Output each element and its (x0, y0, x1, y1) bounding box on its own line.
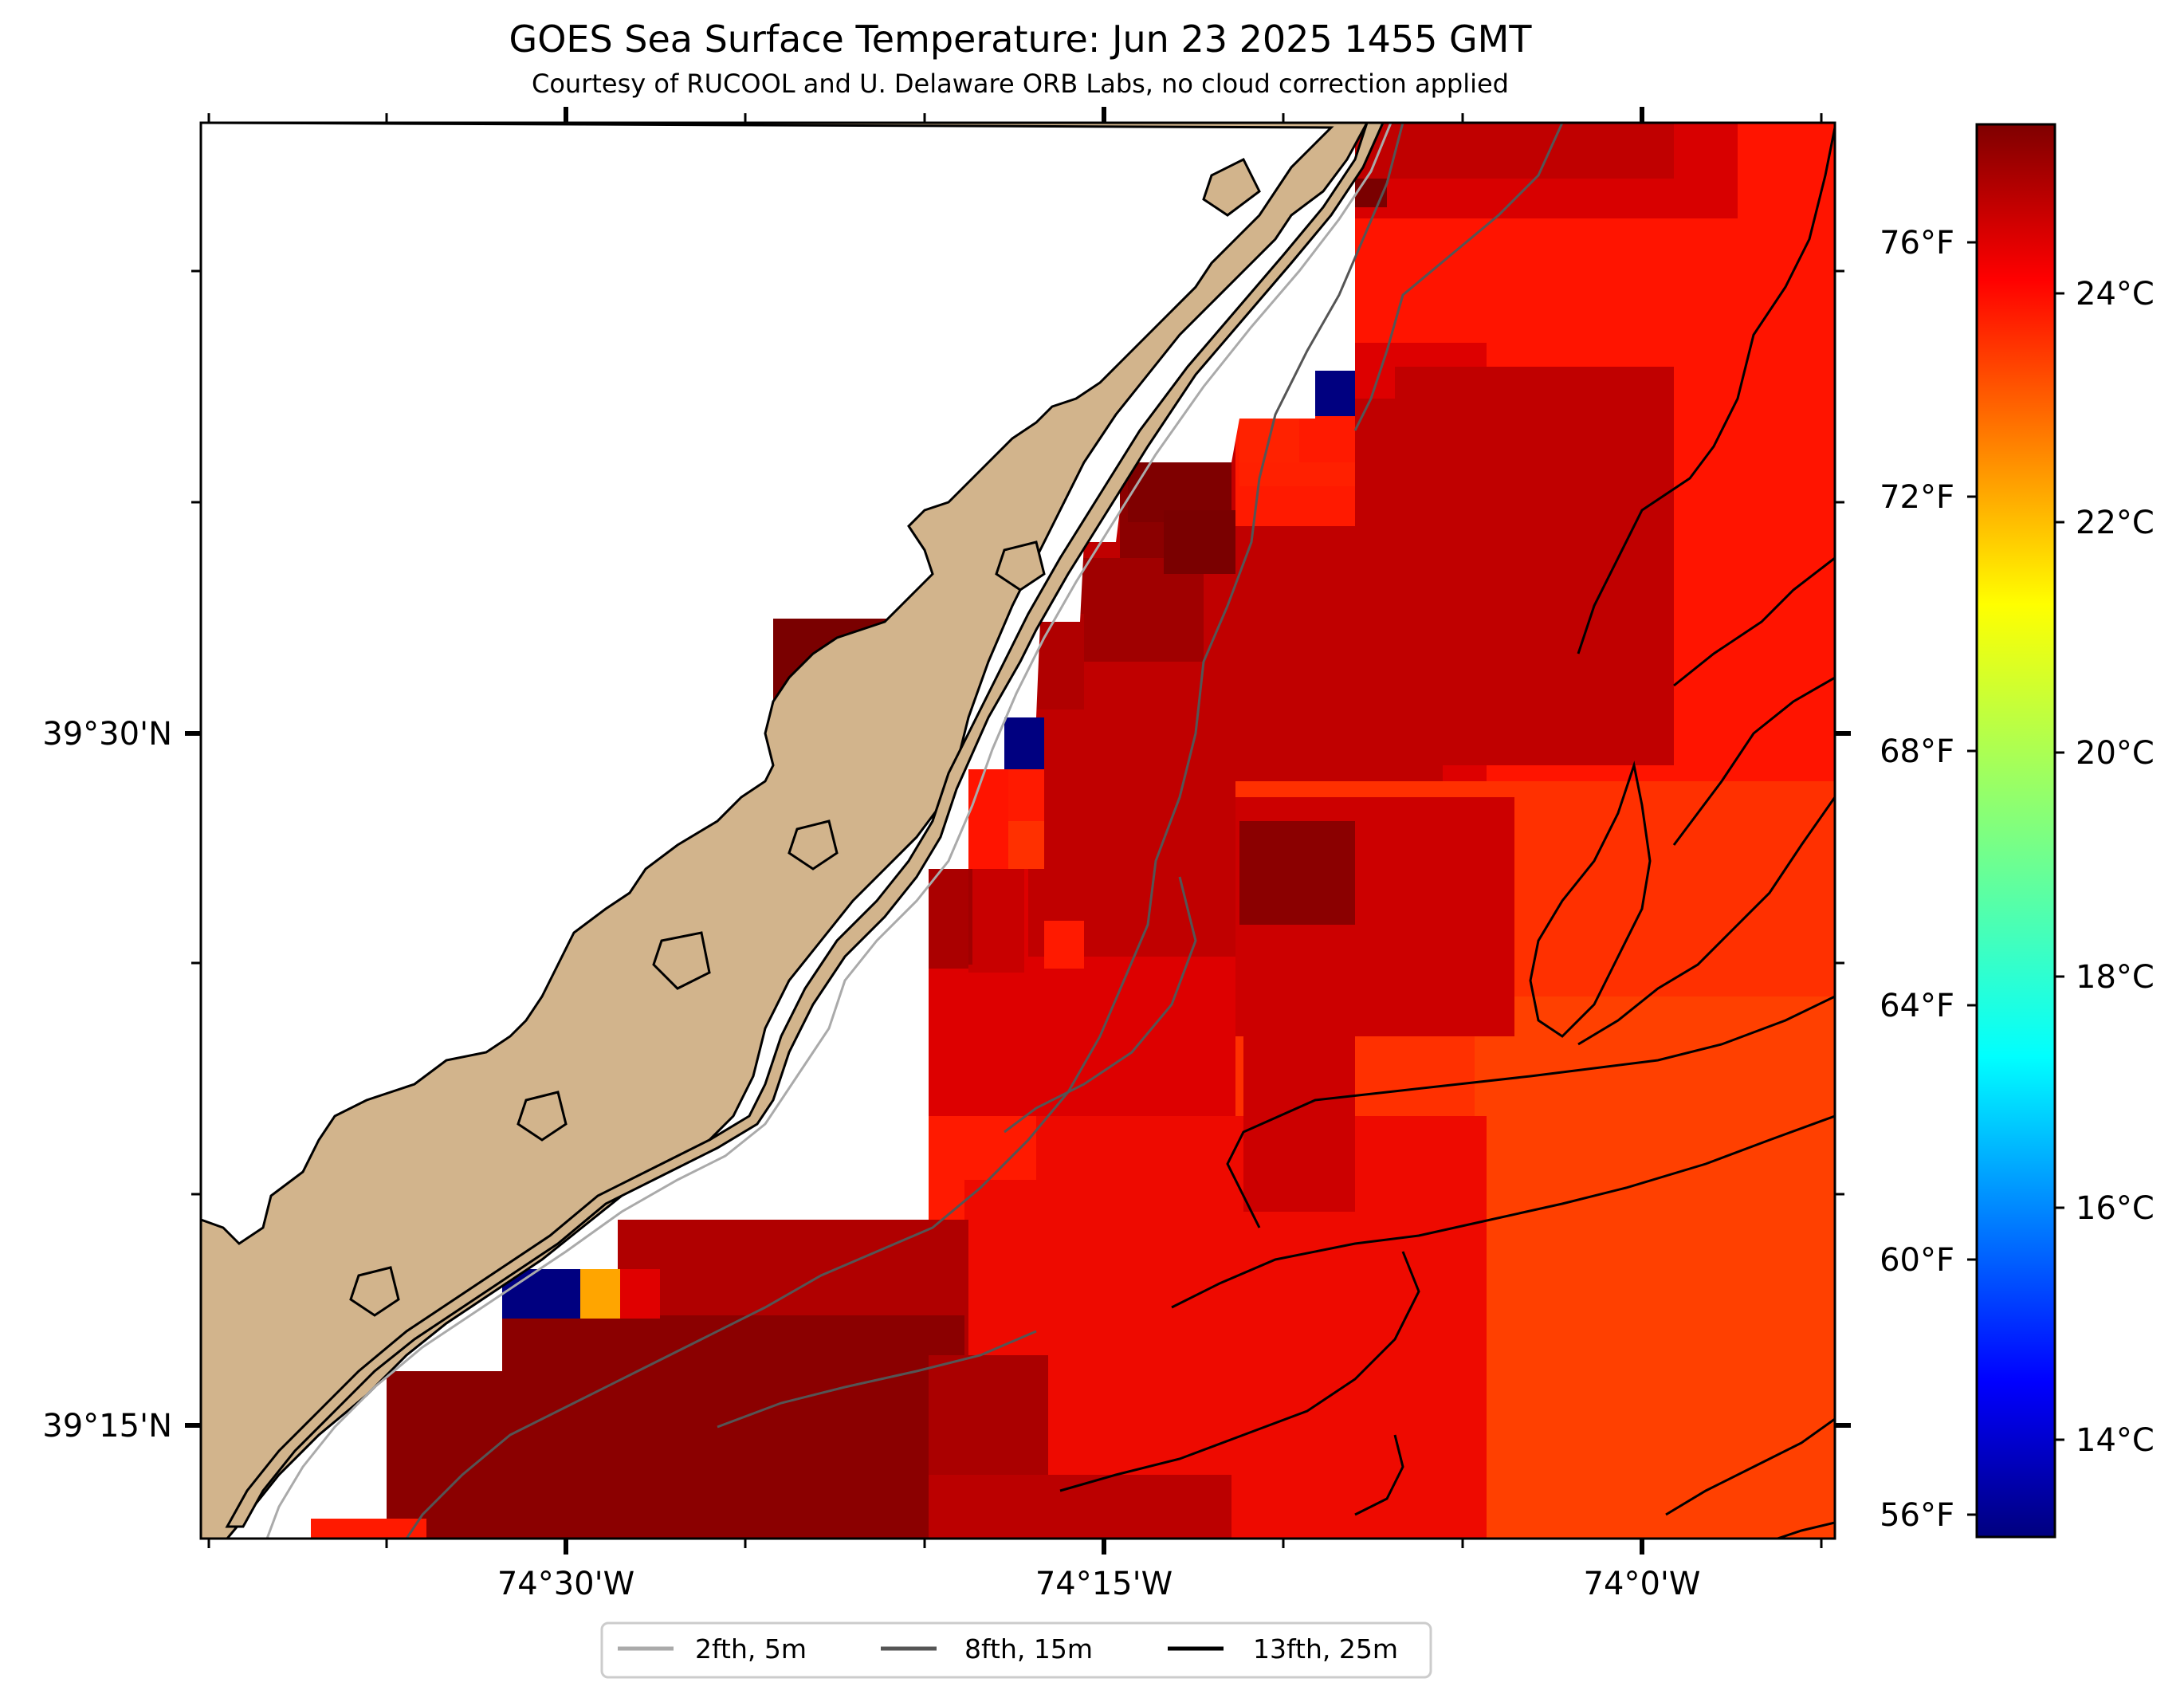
legend: 2fth, 5m 8fth, 15m 13fth, 25m (600, 1621, 1432, 1679)
legend-box (600, 1621, 1432, 1679)
colorbar-f-label: 76°F (1880, 225, 1954, 261)
colorbar: 14°C 16°C 18°C 20°C 22°C 24°C 56°F 60°F … (1880, 123, 2155, 1539)
land (201, 123, 1369, 1539)
colorbar-c-label: 20°C (2076, 735, 2155, 772)
legend-label: 8fth, 15m (964, 1633, 1093, 1665)
colorbar-f-label: 60°F (1880, 1242, 1954, 1279)
page-subtitle: Courtesy of RUCOOL and U. Delaware ORB L… (532, 69, 1509, 99)
legend-label: 13fth, 25m (1253, 1633, 1398, 1665)
page-title: GOES Sea Surface Temperature: Jun 23 202… (509, 18, 1532, 61)
colorbar-gradient (1975, 123, 2056, 1539)
colorbar-c-label: 18°C (2076, 959, 2155, 996)
legend-label: 2fth, 5m (695, 1633, 807, 1665)
colorbar-c-label: 16°C (2076, 1190, 2155, 1227)
colorbar-f-label: 56°F (1880, 1497, 1954, 1534)
isobath-2fth (265, 123, 1392, 1539)
isobath-8fth (405, 123, 1564, 1539)
colorbar-c-label: 24°C (2076, 276, 2155, 312)
axis-ticks (185, 107, 1851, 1555)
colorbar-f-label: 72°F (1880, 479, 1954, 516)
lat-label: 39°30'N (42, 716, 172, 753)
lon-label: 74°30'W (497, 1566, 634, 1602)
barrier-island (225, 123, 1385, 1528)
lon-label: 74°15'W (1035, 1566, 1173, 1602)
sst-grid (311, 123, 1835, 1539)
lon-label: 74°0'W (1584, 1566, 1701, 1602)
isobath-13fth (1059, 127, 1835, 1539)
colorbar-f-label: 64°F (1880, 988, 1954, 1024)
lat-label: 39°15'N (42, 1408, 172, 1444)
map-frame (199, 121, 1836, 1540)
colorbar-c-label: 14°C (2076, 1422, 2155, 1459)
colorbar-c-label: 22°C (2076, 505, 2155, 541)
map-area (201, 123, 1835, 1539)
colorbar-f-label: 68°F (1880, 733, 1954, 770)
